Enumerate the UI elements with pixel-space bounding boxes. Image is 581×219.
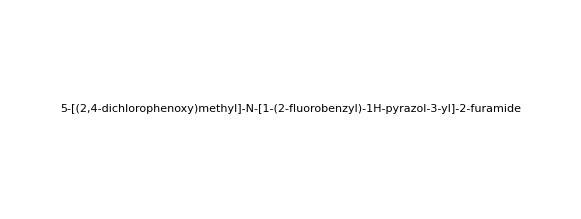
Text: 5-[(2,4-dichlorophenoxy)methyl]-N-[1-(2-fluorobenzyl)-1H-pyrazol-3-yl]-2-furamid: 5-[(2,4-dichlorophenoxy)methyl]-N-[1-(2-… bbox=[60, 104, 521, 115]
